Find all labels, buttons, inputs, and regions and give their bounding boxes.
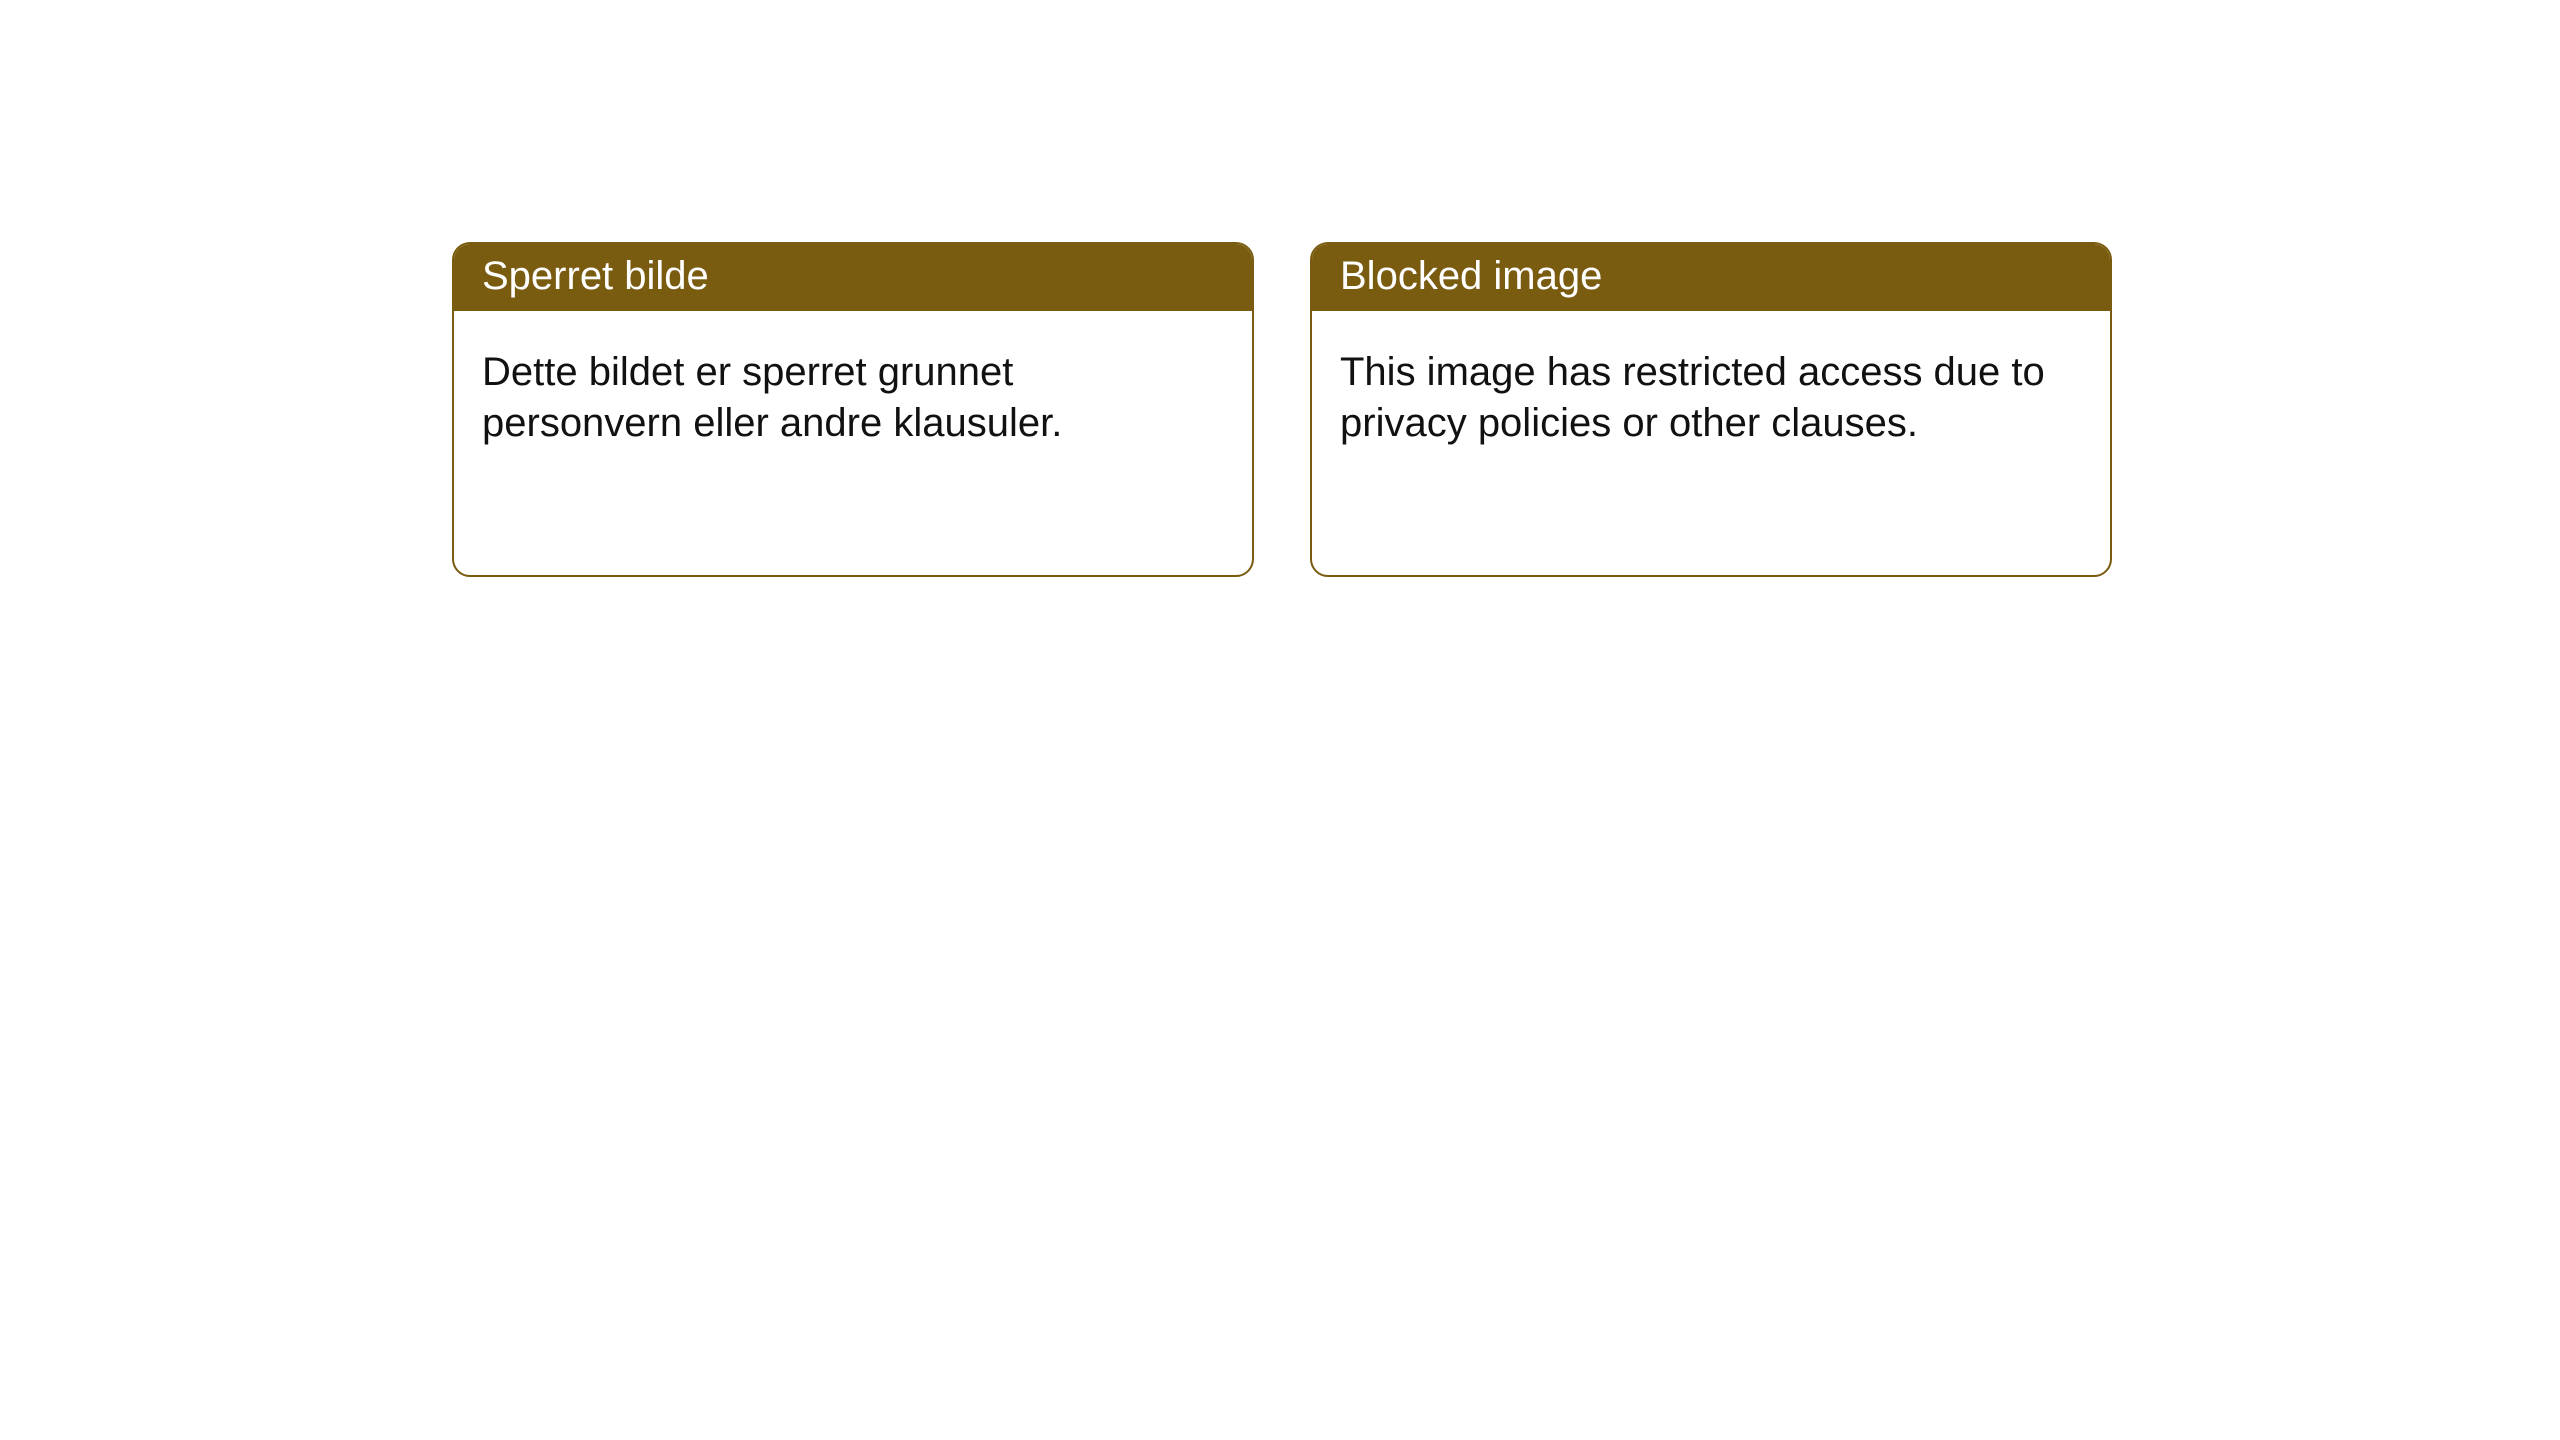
notice-title-no: Sperret bilde [454, 244, 1252, 311]
notice-title-en: Blocked image [1312, 244, 2110, 311]
notice-container: Sperret bilde Dette bildet er sperret gr… [0, 0, 2560, 577]
notice-text-en: This image has restricted access due to … [1340, 347, 2082, 449]
notice-body-en: This image has restricted access due to … [1312, 311, 2110, 575]
notice-card-en: Blocked image This image has restricted … [1310, 242, 2112, 577]
notice-text-no: Dette bildet er sperret grunnet personve… [482, 347, 1224, 449]
notice-body-no: Dette bildet er sperret grunnet personve… [454, 311, 1252, 575]
notice-card-no: Sperret bilde Dette bildet er sperret gr… [452, 242, 1254, 577]
